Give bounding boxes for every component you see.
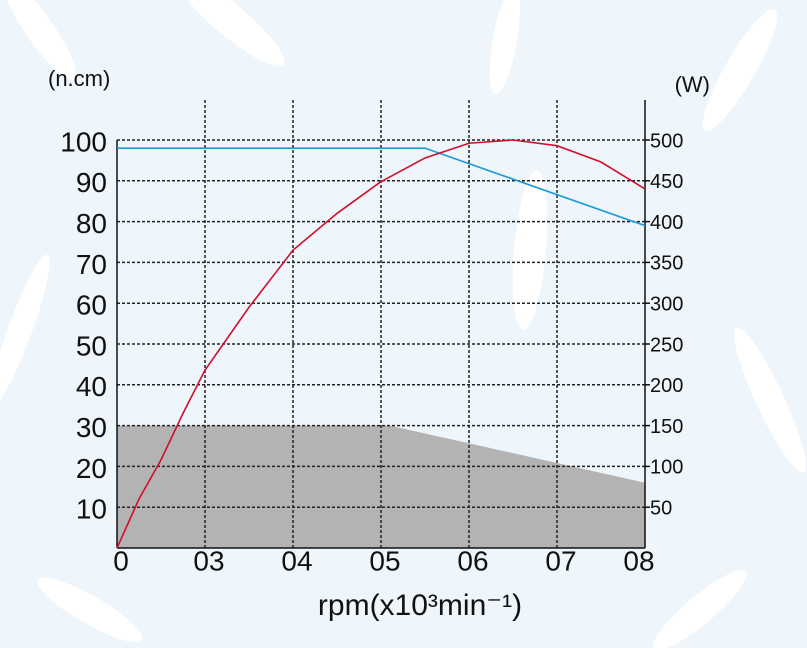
y2-tick-label: 100: [650, 457, 683, 479]
x-tick-label: 03: [193, 545, 224, 576]
y-tick-label: 40: [76, 371, 107, 402]
y2-tick-label: 300: [650, 293, 683, 315]
y-tick-label: 60: [76, 290, 107, 321]
x-tick-label: 07: [545, 545, 576, 576]
y2-tick-label: 400: [650, 212, 683, 234]
y-tick-label: 90: [76, 167, 107, 198]
x-tick-label: 08: [623, 545, 654, 576]
y-axis-label: (n.cm): [48, 66, 110, 91]
y2-tick-label: 500: [650, 130, 683, 152]
y2-tick-label: 50: [650, 497, 672, 519]
x-axis-label: rpm(x10³min⁻¹): [318, 589, 522, 622]
x-tick-label: 0: [113, 545, 129, 576]
x-tick-label: 06: [457, 545, 488, 576]
y-tick-label: 20: [76, 453, 107, 484]
y-tick-label: 80: [76, 208, 107, 239]
y2-tick-label: 350: [650, 253, 683, 275]
y2-axis-label: (W): [675, 72, 710, 97]
x-tick-label: 04: [281, 545, 312, 576]
line: [116, 139, 646, 549]
y-tick-label: 30: [76, 412, 107, 443]
y-tick-label: 100: [60, 126, 107, 157]
line: [117, 147, 646, 227]
y-tick-label: 10: [76, 494, 107, 525]
y2-tick-label: 150: [650, 416, 683, 438]
y-tick-label: 70: [76, 249, 107, 280]
y-tick-label: 50: [76, 330, 107, 361]
y2-tick-label: 200: [650, 375, 683, 397]
x-tick-label: 05: [369, 545, 400, 576]
y2-tick-label: 450: [650, 171, 683, 193]
y2-tick-label: 250: [650, 334, 683, 356]
